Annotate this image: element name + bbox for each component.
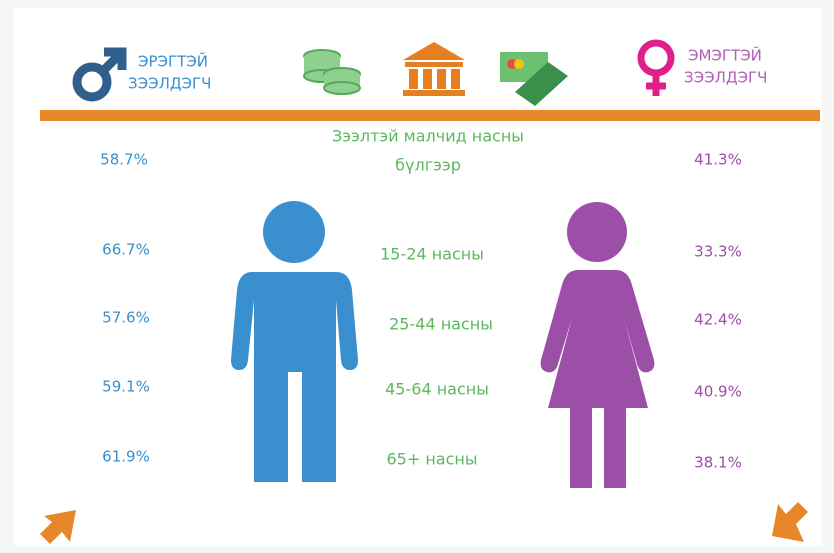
infographic: ЭРЭГТЭЙ ЗЭЭЛДЭГЧ ЭМЭГТЭЙ ЗЭЭЛДЭГЧ Зээлтэ…	[0, 0, 834, 553]
female-percent: 40.9%	[694, 383, 742, 401]
divider	[40, 110, 820, 121]
title: Зээлтэй малчид насны	[332, 127, 524, 146]
male-label: ЭРЭГТЭЙ	[138, 52, 208, 71]
male-percent: 61.9%	[102, 448, 150, 466]
female-percent: 38.1%	[694, 454, 742, 472]
female-percent: 42.4%	[694, 311, 742, 329]
male-percent: 66.7%	[102, 241, 150, 259]
female-label: ЭМЭГТЭЙ	[688, 46, 762, 65]
age-label: 15-24 насны	[380, 245, 484, 264]
female-percent: 33.3%	[694, 243, 742, 261]
male-percent: 57.6%	[102, 309, 150, 327]
title: бүлгээр	[395, 156, 461, 175]
male-overall: 58.7%	[100, 151, 148, 169]
male-percent: 59.1%	[102, 378, 150, 396]
male-label: ЗЭЭЛДЭГЧ	[128, 75, 211, 93]
female-label: ЗЭЭЛДЭГЧ	[684, 69, 767, 87]
female-overall: 41.3%	[694, 151, 742, 169]
age-label: 45-64 насны	[385, 380, 489, 399]
age-label: 65+ насны	[386, 450, 477, 469]
age-label: 25-44 насны	[389, 315, 493, 334]
